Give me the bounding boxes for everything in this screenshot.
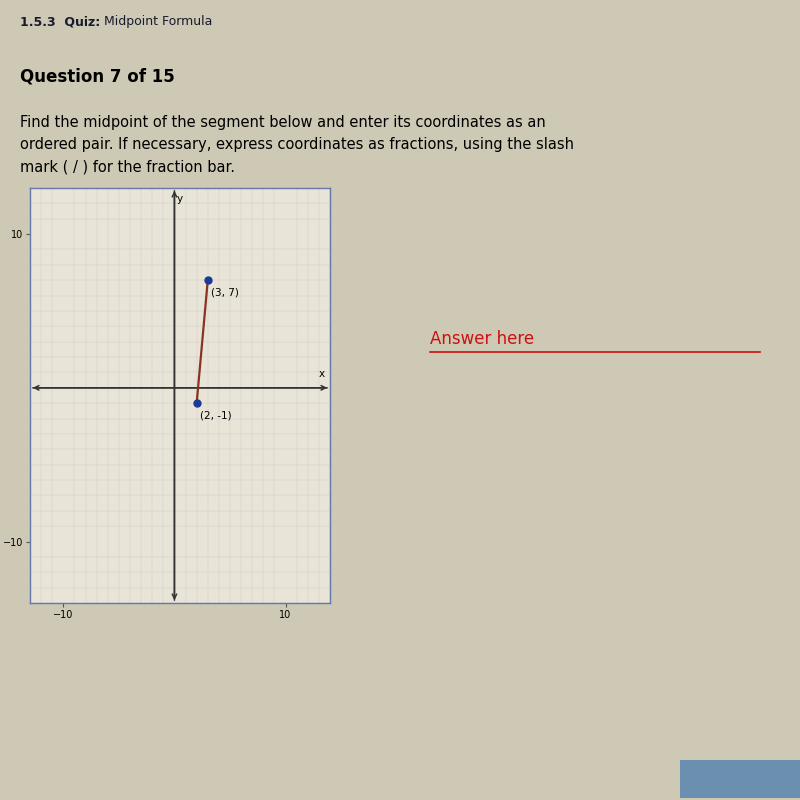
Text: Find the midpoint of the segment below and enter its coordinates as an: Find the midpoint of the segment below a… <box>20 115 546 130</box>
Text: (2, -1): (2, -1) <box>200 411 232 421</box>
Text: (3, 7): (3, 7) <box>211 288 239 298</box>
Text: Question 7 of 15: Question 7 of 15 <box>20 68 174 86</box>
FancyBboxPatch shape <box>680 760 800 798</box>
Text: SUBMI: SUBMI <box>718 773 762 786</box>
Text: Answer here: Answer here <box>430 330 534 348</box>
Text: ordered pair. If necessary, express coordinates as fractions, using the slash: ordered pair. If necessary, express coor… <box>20 137 574 152</box>
Text: 1.5.3  Quiz:: 1.5.3 Quiz: <box>20 15 100 29</box>
Text: Midpoint Formula: Midpoint Formula <box>96 15 212 29</box>
Text: y: y <box>177 194 183 204</box>
Text: mark ( / ) for the fraction bar.: mark ( / ) for the fraction bar. <box>20 159 235 174</box>
Text: x: x <box>318 369 325 379</box>
